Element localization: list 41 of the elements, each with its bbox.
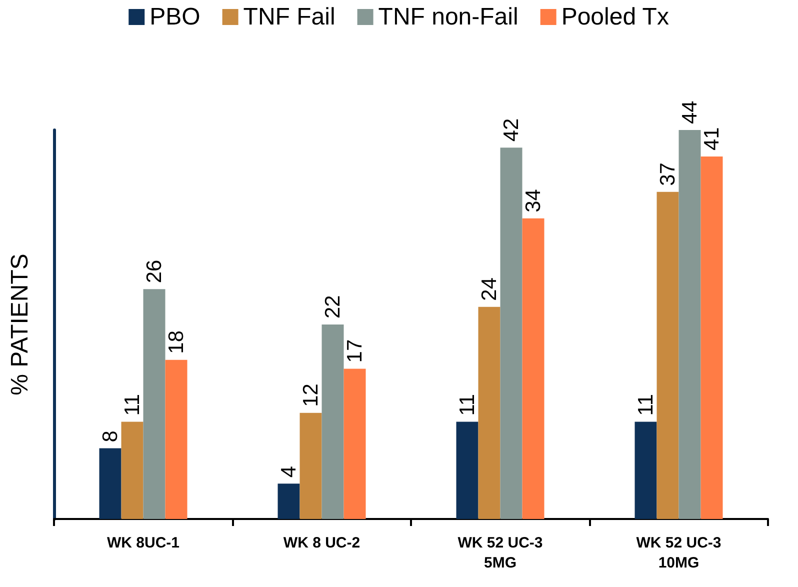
- bar: [456, 422, 478, 519]
- data-label: 34: [522, 188, 545, 212]
- data-label: 37: [656, 162, 680, 186]
- bar: [300, 412, 322, 519]
- data-label: 11: [120, 394, 144, 416]
- bar: [143, 289, 166, 519]
- data-label: 4: [277, 466, 300, 478]
- bar: [678, 130, 701, 519]
- data-label: 12: [299, 384, 322, 407]
- bar: [478, 306, 500, 519]
- bar: [278, 484, 300, 519]
- data-label: 22: [321, 295, 344, 318]
- bar: [344, 368, 366, 519]
- bar: [634, 422, 657, 519]
- x-tick-label: WK 8 UC-2: [283, 534, 360, 552]
- x-tick-label: WK 52 UC-3 5MG: [458, 534, 543, 572]
- data-label: 11: [634, 394, 658, 416]
- bar: [522, 218, 544, 519]
- data-label: 44: [678, 100, 702, 124]
- x-tick-label: WK 8UC-1: [106, 534, 180, 552]
- data-label: 24: [478, 277, 501, 301]
- legend-label: PBO: [150, 4, 200, 30]
- y-axis-title: % PATIENTS: [6, 254, 34, 396]
- bar: [700, 156, 723, 519]
- data-label: 11: [456, 394, 479, 416]
- data-label: 8: [98, 430, 122, 442]
- legend-label: TNF non-Fail: [378, 4, 518, 30]
- bar: [121, 422, 144, 519]
- legend-label: Pooled Tx: [561, 4, 669, 30]
- legend-label: TNF Fail: [243, 4, 336, 30]
- bar: [165, 360, 188, 519]
- data-label: 26: [142, 260, 166, 284]
- x-tick-label: WK 52 UC-3 10MG: [636, 534, 722, 572]
- data-label: 17: [343, 339, 366, 363]
- data-label: 18: [164, 330, 188, 354]
- data-label: 41: [700, 127, 724, 151]
- data-label: 42: [500, 118, 523, 142]
- bar: [322, 324, 344, 519]
- bar: [99, 448, 122, 519]
- bar: [656, 192, 679, 519]
- bar: [500, 148, 522, 519]
